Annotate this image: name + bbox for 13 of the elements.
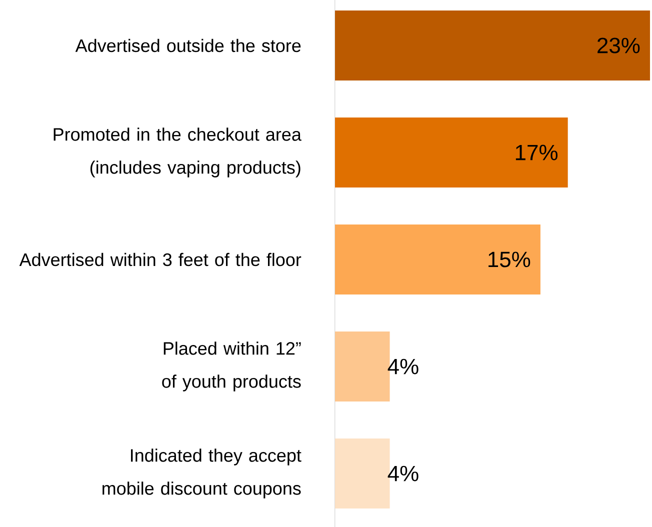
data-label: 15%: [488, 252, 530, 268]
data-label: 23%: [598, 38, 640, 54]
data-label: 17%: [516, 144, 558, 160]
y-tick-label: Indicated they accept mobile discount coupons: [102, 448, 302, 498]
y-tick-label: Promoted in the checkout area (includes vaping products): [54, 128, 302, 178]
y-tick-label: Advertised within 3 feet of the floor: [19, 252, 302, 266]
y-tick-label: Advertised outside the store: [75, 38, 301, 52]
bar: [335, 118, 568, 188]
bar: [335, 10, 650, 81]
data-label: 4%: [388, 358, 418, 374]
data-label: 4%: [388, 466, 418, 482]
y-tick-label: Placed within 12” of youth products: [162, 342, 301, 392]
bar: [335, 224, 540, 295]
